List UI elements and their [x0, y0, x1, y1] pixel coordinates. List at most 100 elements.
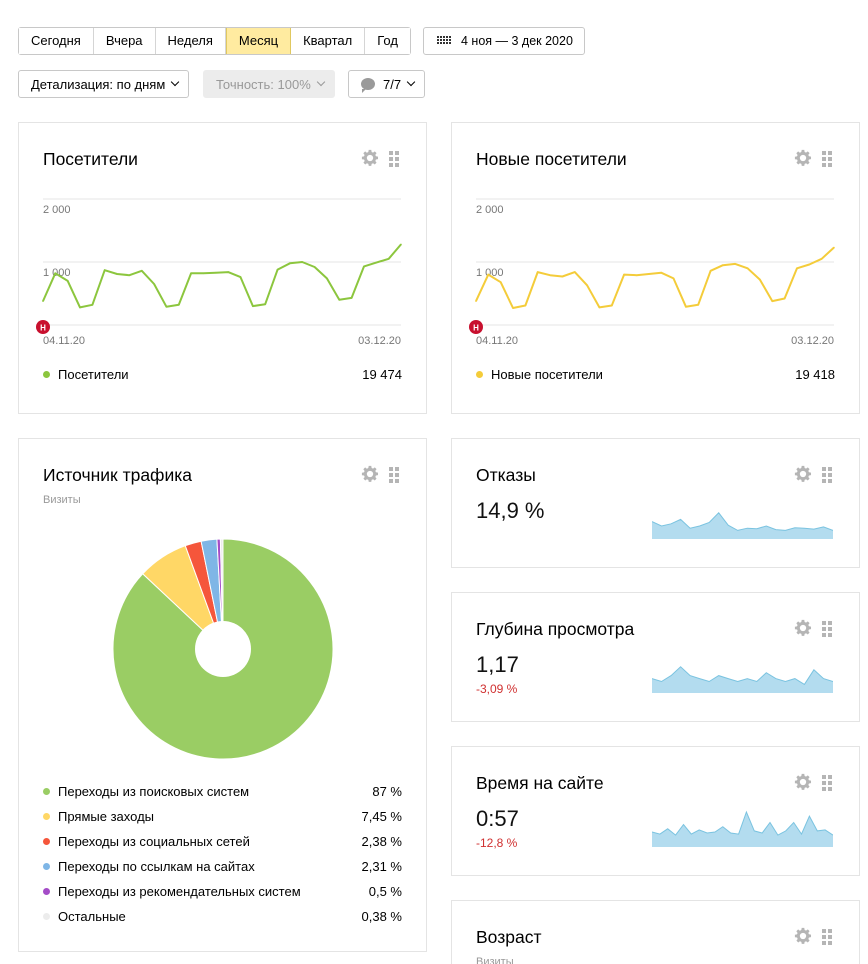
period-tab-1[interactable]: Вчера [93, 28, 156, 54]
period-tab-5[interactable]: Год [365, 28, 410, 54]
data-point[interactable] [301, 261, 304, 263]
data-point[interactable] [313, 266, 316, 268]
data-point[interactable] [326, 277, 328, 280]
data-point[interactable] [375, 261, 378, 264]
gear-icon[interactable] [794, 773, 812, 791]
data-point[interactable] [722, 264, 724, 266]
gear-icon[interactable] [794, 619, 812, 637]
grip-icon[interactable] [389, 151, 399, 167]
data-point[interactable] [202, 272, 205, 275]
data-point[interactable] [536, 271, 539, 273]
grip-icon[interactable] [822, 775, 832, 791]
gear-icon[interactable] [794, 465, 812, 483]
data-point[interactable] [635, 274, 638, 276]
detail-dropdown[interactable]: Детализация: по дням [18, 70, 190, 98]
data-point[interactable] [350, 297, 353, 299]
data-point[interactable] [709, 270, 712, 272]
traffic-legend-row[interactable]: Переходы по ссылкам на сайтах 2,31 % [43, 859, 402, 874]
data-point[interactable] [289, 262, 291, 265]
data-point[interactable] [734, 263, 736, 265]
data-point[interactable] [227, 271, 229, 273]
data-point[interactable] [611, 304, 613, 307]
holiday-marker-icon[interactable]: Н [36, 320, 50, 334]
data-point[interactable] [796, 267, 798, 270]
data-point[interactable] [487, 273, 490, 276]
data-point[interactable] [524, 304, 527, 307]
data-point[interactable] [387, 258, 390, 260]
holiday-marker-icon[interactable]: Н [469, 320, 483, 334]
data-point[interactable] [808, 263, 811, 266]
data-point[interactable] [165, 305, 168, 308]
data-point[interactable] [91, 304, 94, 306]
data-point[interactable] [746, 267, 749, 270]
gear-icon[interactable] [361, 149, 379, 167]
data-point[interactable] [190, 272, 192, 275]
data-point[interactable] [648, 273, 650, 275]
data-point[interactable] [623, 273, 625, 276]
data-point[interactable] [574, 271, 576, 273]
data-point[interactable] [79, 306, 81, 309]
data-point[interactable] [672, 277, 675, 280]
data-point[interactable] [42, 300, 44, 302]
date-range-label: 4 ноя — 3 дек 2020 [461, 34, 573, 48]
data-point[interactable] [66, 280, 69, 282]
gear-icon[interactable] [361, 465, 379, 483]
traffic-legend-row[interactable]: Переходы из поисковых систем 87 % [43, 784, 402, 799]
grip-icon[interactable] [389, 467, 399, 483]
grip-icon[interactable] [822, 151, 832, 167]
data-point[interactable] [549, 274, 551, 276]
data-point[interactable] [103, 269, 106, 271]
legend-dot [43, 788, 50, 795]
legend-dot [43, 838, 50, 845]
data-point[interactable] [276, 268, 279, 271]
data-point[interactable] [771, 300, 774, 302]
date-range-button[interactable]: 4 ноя — 3 дек 2020 [423, 27, 585, 55]
traffic-legend-row[interactable]: Остальные 0,38 % [43, 909, 402, 924]
data-point[interactable] [153, 283, 155, 285]
period-tab-4[interactable]: Квартал [291, 28, 366, 54]
data-point[interactable] [338, 299, 341, 301]
data-point[interactable] [264, 303, 266, 305]
data-point[interactable] [820, 258, 823, 260]
period-tab-0[interactable]: Сегодня [19, 28, 94, 54]
gear-icon[interactable] [794, 927, 812, 945]
data-point[interactable] [215, 271, 217, 274]
data-point[interactable] [783, 297, 786, 300]
data-point[interactable] [697, 304, 699, 306]
data-point[interactable] [685, 305, 687, 308]
data-point[interactable] [512, 307, 514, 309]
gear-icon[interactable] [794, 149, 812, 167]
data-point[interactable] [128, 274, 131, 276]
x-tick-start: 04.11.20 [43, 335, 85, 347]
data-point[interactable] [239, 276, 242, 278]
time-on-site-widget: Время на сайте 0:57 -12,8 % [451, 746, 860, 876]
grip-icon[interactable] [822, 621, 832, 637]
data-point[interactable] [116, 273, 118, 275]
traffic-legend-row[interactable]: Переходы из рекомендательных систем 0,5 % [43, 884, 402, 899]
data-point[interactable] [54, 272, 57, 275]
data-point[interactable] [363, 265, 365, 268]
data-point[interactable] [400, 243, 402, 246]
data-point[interactable] [178, 304, 180, 306]
chevron-down-icon [316, 77, 326, 87]
data-point[interactable] [660, 271, 662, 274]
traffic-legend-row[interactable]: Переходы из социальных сетей 2,38 % [43, 834, 402, 849]
annotations-dropdown[interactable]: 7/7 [348, 70, 426, 98]
grip-icon[interactable] [822, 467, 832, 483]
data-point[interactable] [141, 270, 143, 272]
traffic-legend-row[interactable]: Прямые заходы 7,45 % [43, 809, 402, 824]
legend-value: 2,31 % [361, 859, 402, 874]
grip-icon[interactable] [822, 929, 832, 945]
period-tab-3[interactable]: Месяц [225, 28, 292, 54]
data-point[interactable] [561, 275, 564, 278]
data-point[interactable] [586, 284, 588, 287]
accuracy-dropdown[interactable]: Точность: 100% [203, 70, 335, 98]
data-point[interactable] [475, 300, 477, 302]
data-point[interactable] [833, 246, 835, 249]
period-tab-2[interactable]: Неделя [155, 28, 226, 54]
metric-value: 14,9 % [476, 498, 545, 523]
data-point[interactable] [252, 305, 254, 307]
data-point[interactable] [759, 278, 761, 281]
data-point[interactable] [598, 306, 601, 309]
data-point[interactable] [499, 281, 502, 283]
